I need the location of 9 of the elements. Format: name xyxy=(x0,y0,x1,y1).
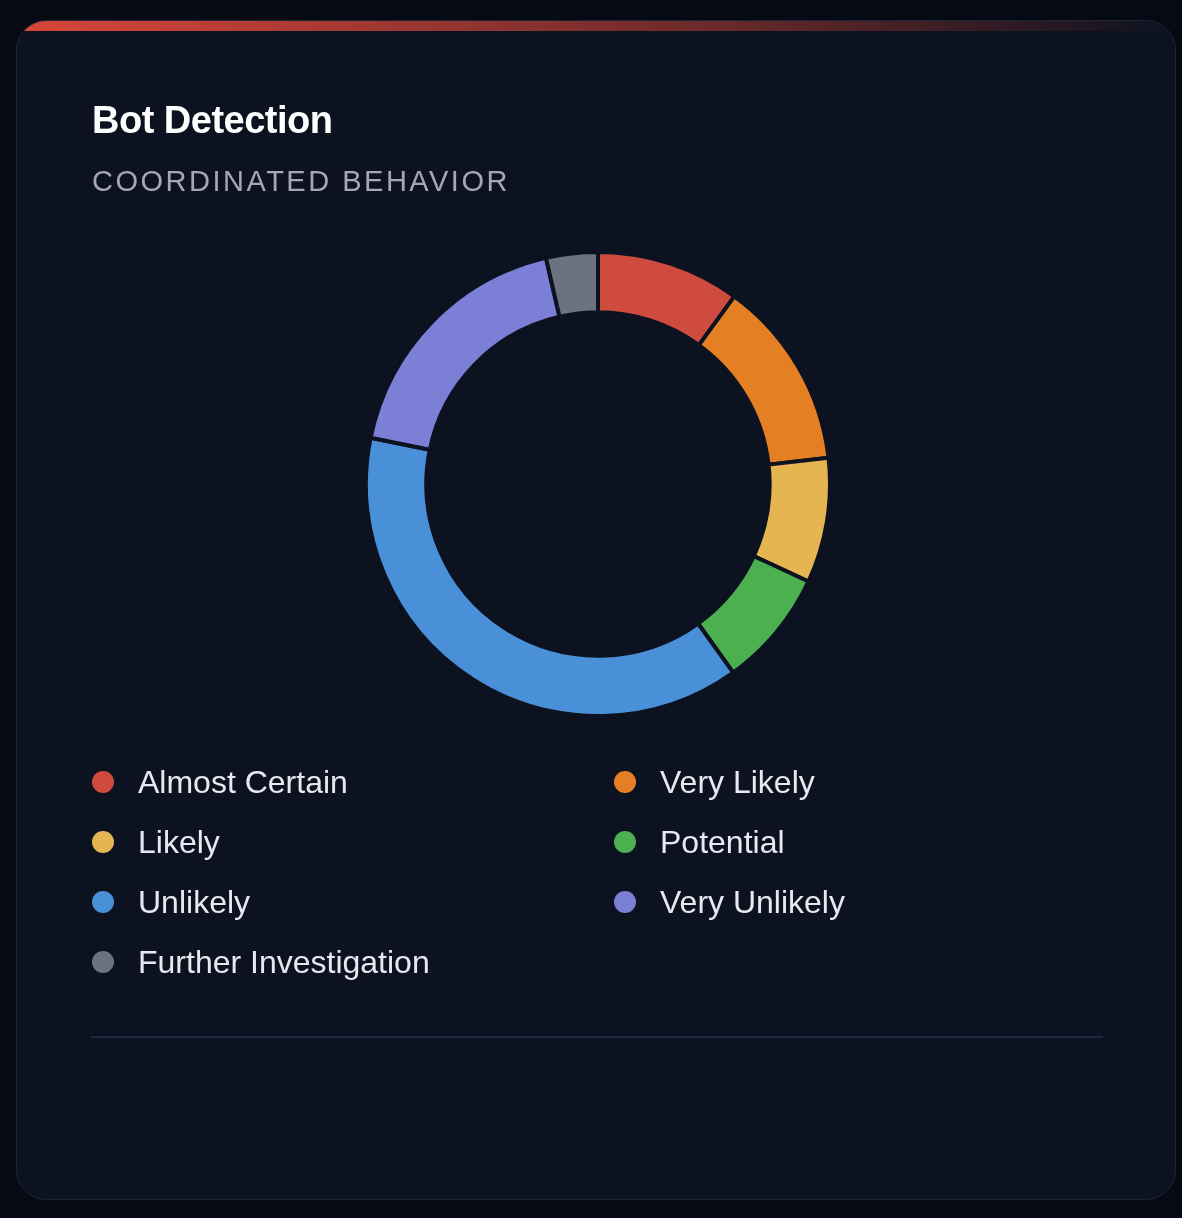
chart-title: Bot Detection xyxy=(92,99,333,142)
chart-subtitle: COORDINATED BEHAVIOR xyxy=(92,165,510,198)
legend-label: Almost Certain xyxy=(138,763,348,801)
legend-label: Very Likely xyxy=(660,763,815,801)
legend-label: Unlikely xyxy=(138,883,251,921)
legend-label: Very Unlikely xyxy=(660,883,845,921)
legend-label: Further Investigation xyxy=(138,943,430,981)
legend-label: Likely xyxy=(138,823,220,861)
legend-label: Potential xyxy=(660,823,785,861)
